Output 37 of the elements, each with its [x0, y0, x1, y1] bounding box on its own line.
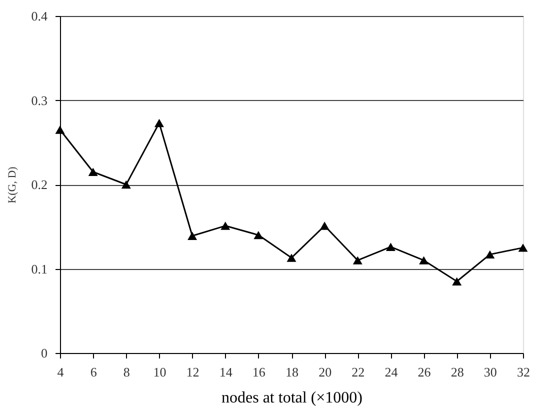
point [220, 222, 230, 230]
y-tick-label: 0.1 [31, 261, 48, 276]
point [121, 180, 131, 189]
y-tick-label: 0 [41, 346, 48, 360]
x-tick-label: 30 [484, 364, 497, 380]
x-tick-label: 20 [318, 364, 332, 380]
x-tick-label: 24 [384, 364, 398, 380]
point [286, 254, 296, 262]
x-tick-label: 26 [418, 364, 432, 380]
point [452, 277, 462, 286]
x-tick-label: 14 [219, 364, 233, 380]
y-tick-label: 0.3 [31, 92, 48, 108]
point [55, 126, 65, 134]
x-tick-label: 28 [450, 364, 464, 380]
y-axis-title: K(G, D) [6, 166, 18, 204]
point [188, 232, 198, 240]
point [419, 256, 429, 264]
point [518, 244, 528, 252]
x-tick-label: 22 [352, 364, 365, 380]
x-tick-label: 32 [517, 364, 530, 380]
x-tick-label: 4 [57, 364, 64, 380]
point [485, 250, 495, 259]
x-tick-label: 8 [123, 364, 130, 380]
x-tick-label: 18 [286, 364, 298, 380]
point [88, 168, 98, 176]
point [386, 242, 396, 251]
point [254, 230, 264, 240]
x-axis-title: nodes at total (×1000) [222, 390, 362, 406]
x-tick-label: 12 [186, 364, 200, 380]
point [320, 222, 330, 230]
point [352, 256, 362, 264]
y-tick-label: 0.4 [31, 8, 48, 24]
x-tick-label: 10 [153, 364, 166, 380]
x-tick-label: 6 [90, 364, 98, 380]
y-tick-label: 0.2 [31, 177, 48, 192]
point [154, 118, 164, 128]
x-tick-label: 16 [252, 364, 266, 380]
